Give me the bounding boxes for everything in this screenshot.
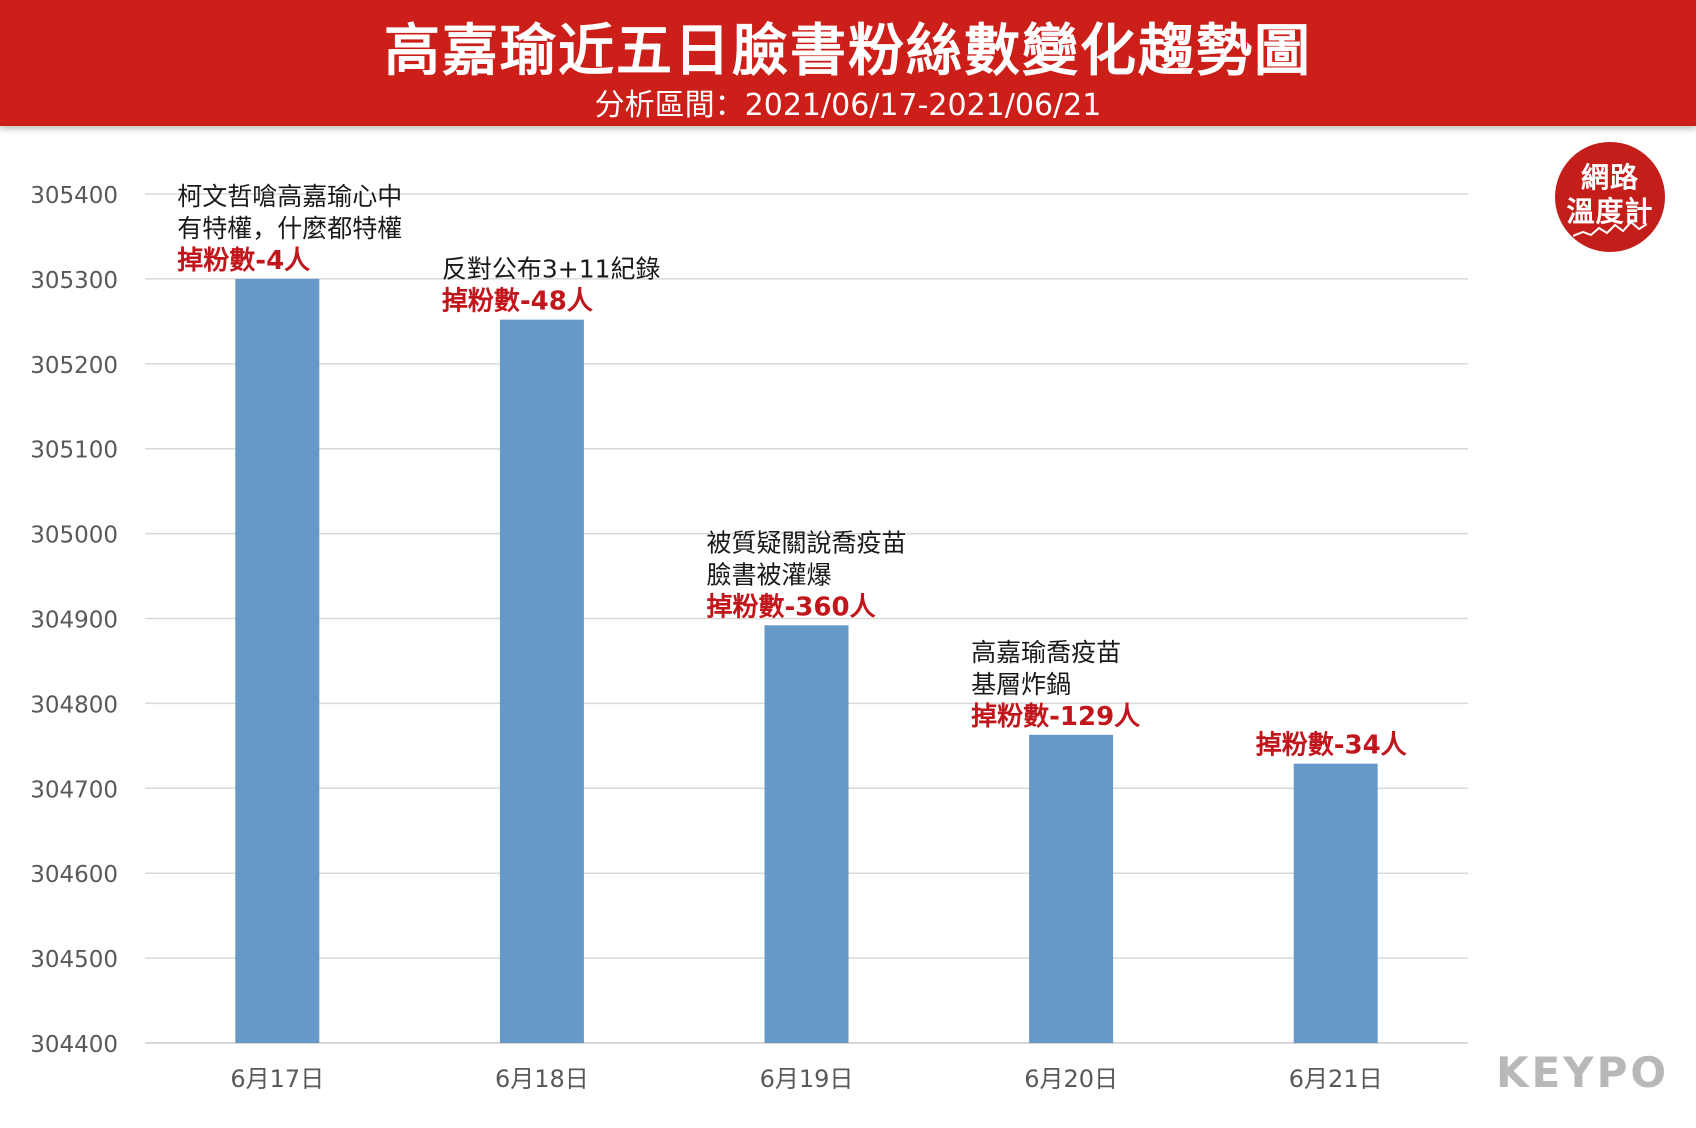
y-tick-label: 304600 (30, 862, 118, 888)
bars (235, 278, 1378, 1044)
annotation-text: 被質疑關說喬疫苗 (707, 528, 907, 557)
x-axis-ticks: 6月17日 6月18日 6月19日 6月20日 6月21日 (230, 1065, 1382, 1093)
title-banner: 高嘉瑜近五日臉書粉絲數變化趨勢圖 分析區間：2021/06/17-2021/06… (0, 0, 1696, 126)
y-tick-label: 305300 (30, 268, 118, 294)
y-tick-label: 304900 (30, 608, 118, 634)
bar (1029, 734, 1114, 1043)
annotation-follower-loss: 掉粉數-360人 (707, 592, 876, 622)
annotation-text: 基層炸鍋 (971, 670, 1071, 699)
y-tick-label: 304700 (30, 777, 118, 803)
x-tick-label: 6月18日 (495, 1065, 589, 1093)
x-tick-label: 6月19日 (760, 1065, 854, 1093)
pulse-line-icon (1573, 220, 1647, 237)
annotation-follower-loss: 掉粉數-129人 (971, 702, 1140, 732)
y-tick-label: 305000 (30, 523, 118, 549)
chart-subtitle: 分析區間：2021/06/17-2021/06/21 (594, 88, 1102, 123)
bar (764, 625, 849, 1043)
logo-line-1: 網路 (1580, 161, 1639, 194)
x-tick-label: 6月17日 (230, 1065, 324, 1093)
y-tick-label: 305200 (30, 353, 118, 379)
keypo-logo: KEYPO (1496, 1048, 1670, 1097)
y-tick-label: 304400 (30, 1032, 118, 1058)
annotation-follower-loss: 掉粉數-34人 (1256, 731, 1407, 761)
annotation-follower-loss: 掉粉數-48人 (442, 287, 593, 317)
y-tick-label: 305400 (30, 183, 118, 209)
annotation-follower-loss: 掉粉數-4人 (177, 246, 310, 276)
annotation-text: 反對公布3+11紀錄 (442, 255, 661, 284)
annotation-text: 柯文哲嗆高嘉瑜心中 (177, 182, 402, 211)
logo-line-2: 溫度計 (1566, 195, 1654, 228)
annotation-text: 有特權，什麼都特權 (177, 214, 402, 243)
x-tick-label: 6月21日 (1289, 1065, 1383, 1093)
x-tick-label: 6月20日 (1024, 1065, 1118, 1093)
bar (235, 278, 320, 1043)
y-tick-label: 304800 (30, 692, 118, 718)
wanglu-wenduji-logo: 網路 溫度計 (1555, 142, 1665, 252)
y-tick-label: 305100 (30, 438, 118, 464)
annotation-text: 臉書被灌爆 (707, 560, 832, 589)
bar (1293, 763, 1378, 1043)
y-tick-label: 304500 (30, 947, 118, 973)
y-axis-ticks: 305400 305300 305200 305100 305000 304900 3048… (30, 183, 118, 1058)
chart-title: 高嘉瑜近五日臉書粉絲數變化趨勢圖 (384, 19, 1312, 84)
bar (499, 319, 584, 1044)
annotation-text: 高嘉瑜喬疫苗 (971, 638, 1121, 667)
